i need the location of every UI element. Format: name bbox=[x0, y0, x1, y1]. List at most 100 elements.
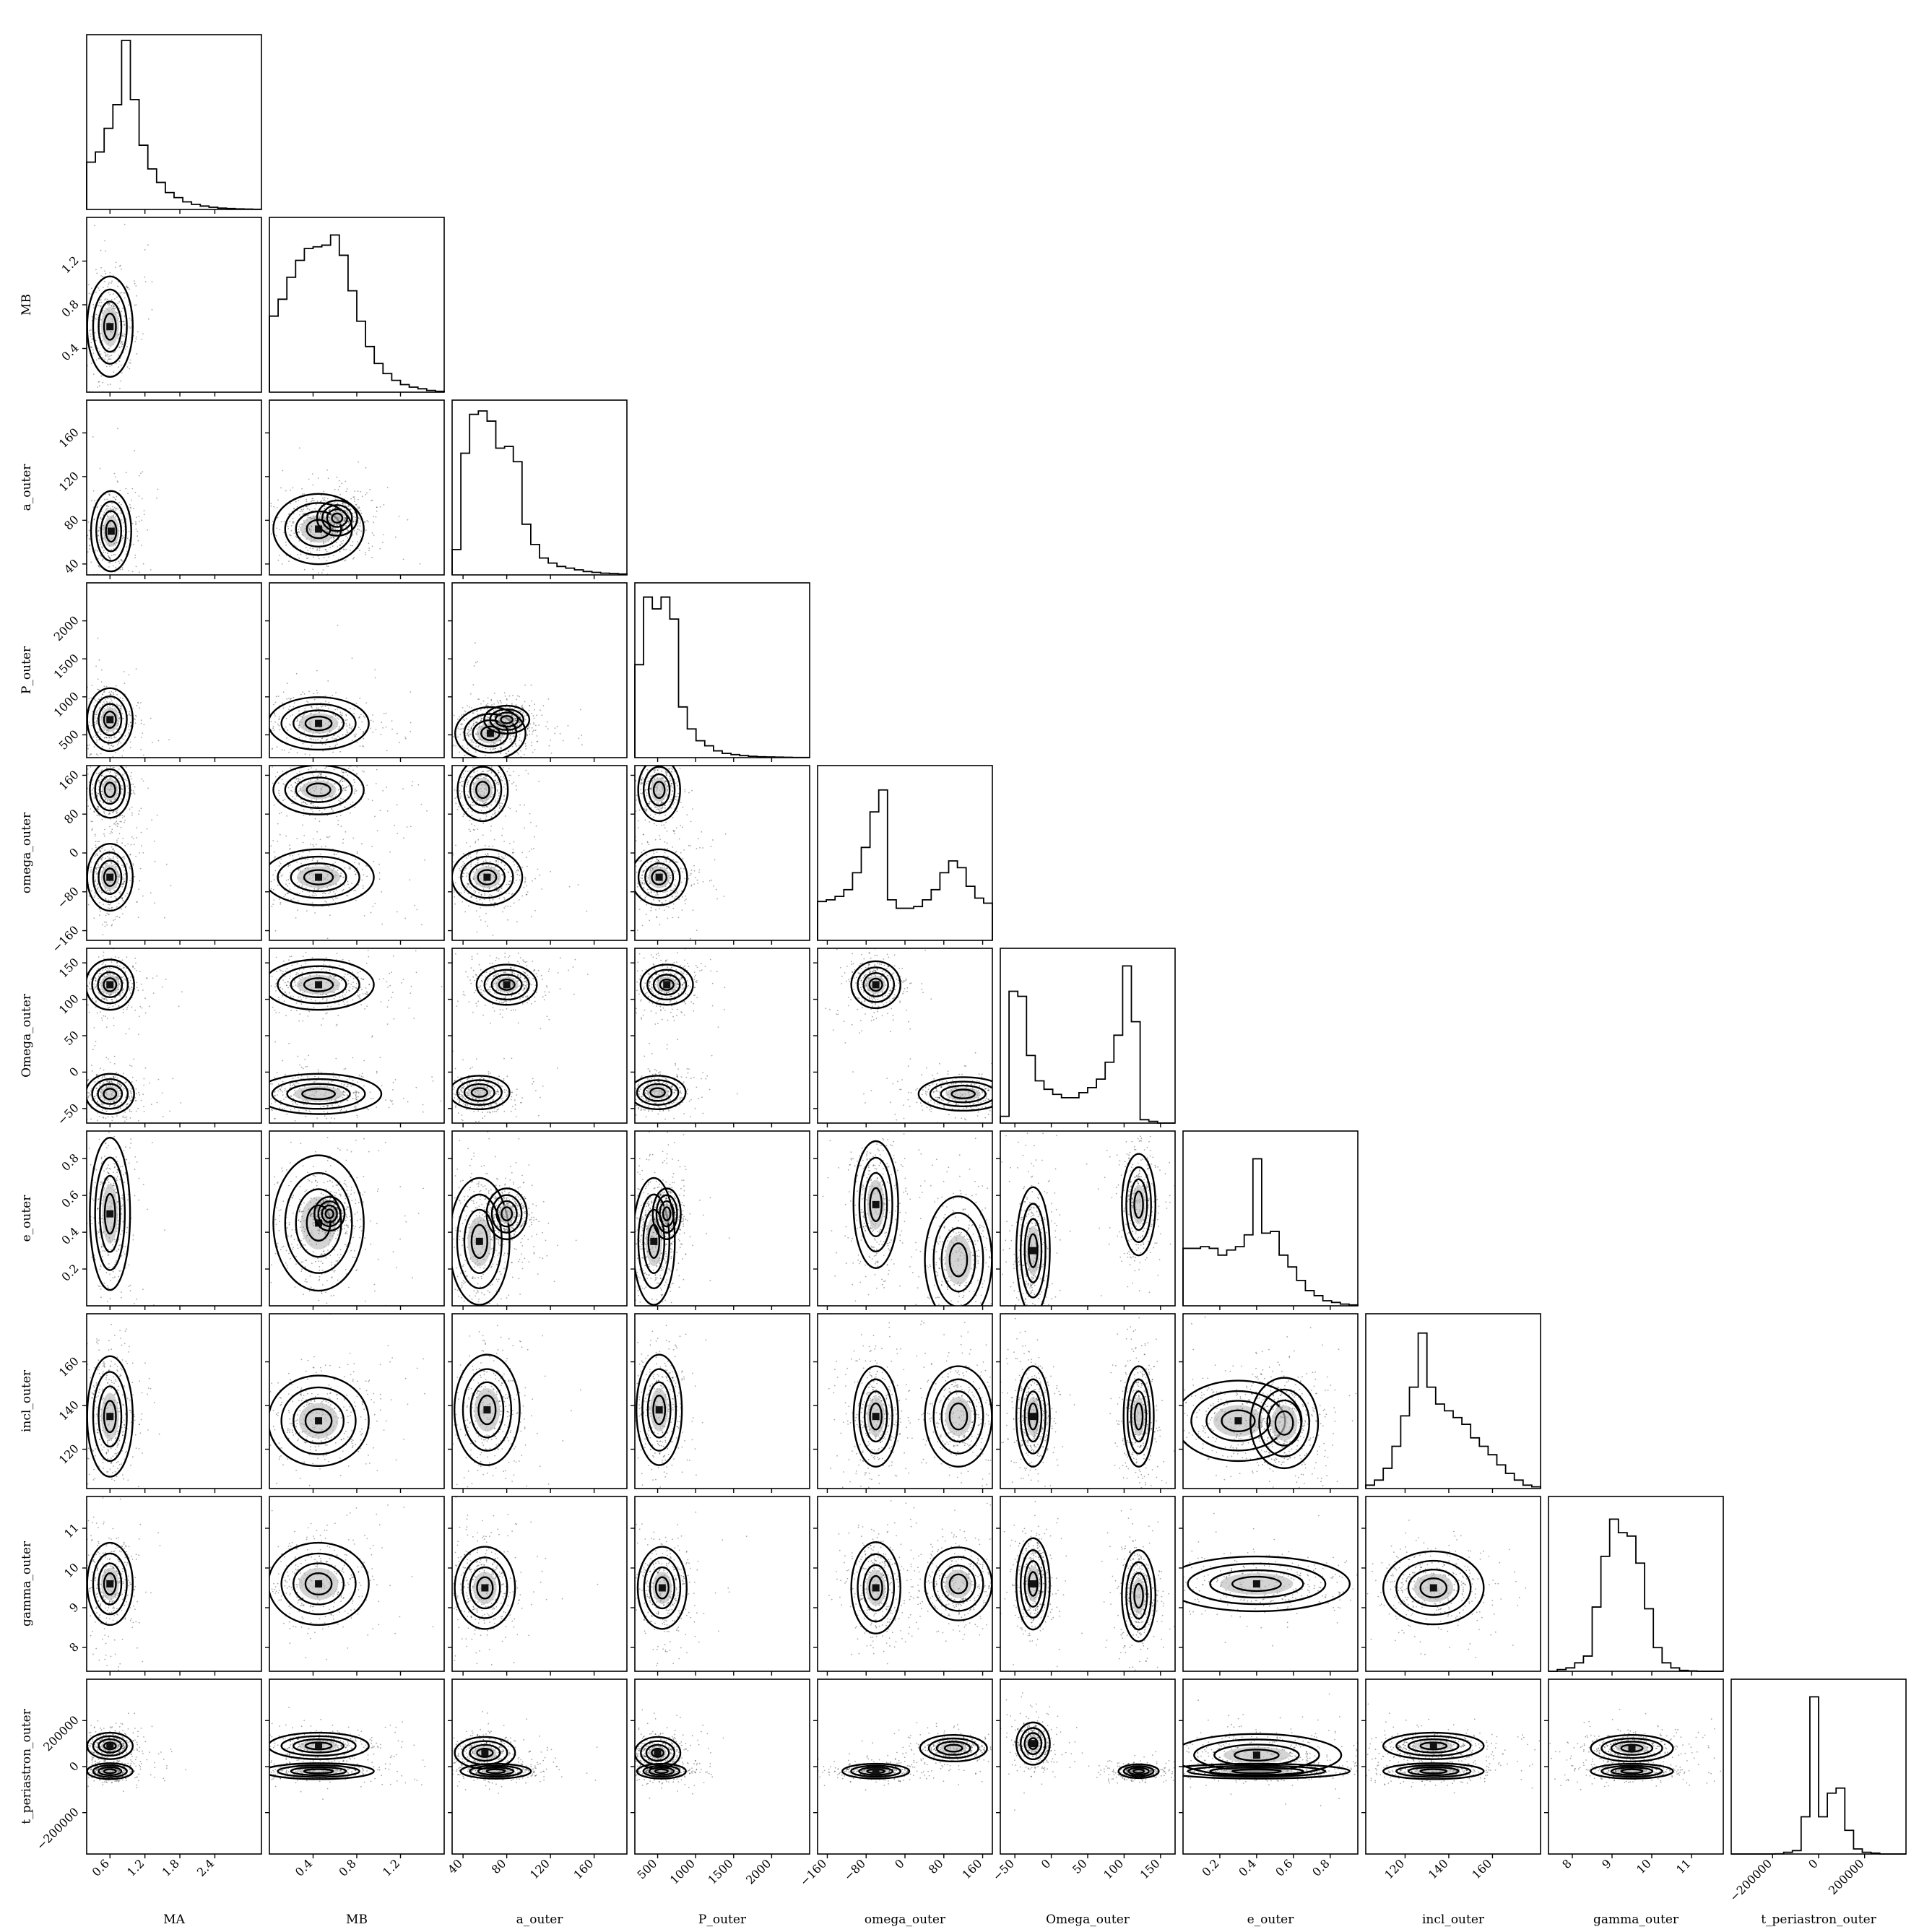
sample-point bbox=[281, 563, 283, 565]
sample-point bbox=[121, 898, 124, 900]
sample-point bbox=[121, 898, 124, 900]
sample-point bbox=[447, 716, 449, 717]
sample-point bbox=[121, 877, 124, 879]
sample-point bbox=[476, 721, 478, 723]
sample-point bbox=[105, 685, 108, 688]
sample-point bbox=[249, 875, 251, 876]
sample-point bbox=[297, 909, 298, 911]
sample-point bbox=[514, 742, 516, 745]
sample-point bbox=[504, 711, 506, 712]
sample-point bbox=[382, 790, 384, 792]
sample-point bbox=[363, 737, 365, 740]
sample-point bbox=[511, 730, 514, 732]
sample-point bbox=[504, 710, 506, 712]
density-contour bbox=[92, 852, 128, 904]
sample-point bbox=[533, 723, 535, 725]
sample-point bbox=[131, 814, 133, 816]
sample-point bbox=[356, 741, 358, 743]
sample-point bbox=[336, 815, 338, 818]
sample-point bbox=[94, 698, 96, 700]
sample-point bbox=[132, 707, 134, 709]
sample-point bbox=[355, 858, 357, 860]
sample-point bbox=[342, 888, 345, 891]
sample-point bbox=[327, 866, 329, 868]
sample-point bbox=[315, 844, 317, 846]
sample-point bbox=[154, 902, 156, 904]
sample-point bbox=[91, 724, 93, 727]
sample-point bbox=[192, 892, 194, 893]
sample-point bbox=[332, 527, 334, 529]
sample-point bbox=[139, 880, 141, 882]
sample-point bbox=[337, 789, 339, 791]
sample-point bbox=[98, 781, 100, 784]
sample-point bbox=[342, 790, 344, 792]
sample-point bbox=[461, 714, 462, 716]
sample-point bbox=[300, 862, 302, 865]
sample-point bbox=[98, 867, 100, 869]
sample-point bbox=[500, 744, 502, 746]
sample-point bbox=[105, 779, 107, 781]
sample-point bbox=[87, 773, 89, 775]
sample-point bbox=[550, 740, 552, 741]
sample-point bbox=[116, 866, 118, 868]
sample-point bbox=[316, 779, 318, 780]
sample-point bbox=[68, 296, 69, 298]
sample-point bbox=[264, 897, 266, 898]
sample-point bbox=[365, 521, 366, 523]
sample-point bbox=[298, 868, 300, 870]
sample-point bbox=[288, 560, 290, 562]
sample-point bbox=[80, 610, 82, 612]
sample-point bbox=[457, 726, 459, 728]
sample-point bbox=[62, 330, 64, 332]
sample-point bbox=[91, 685, 93, 686]
sample-point bbox=[113, 472, 116, 475]
sample-point bbox=[154, 860, 156, 862]
sample-point bbox=[242, 711, 243, 713]
sample-point bbox=[328, 539, 330, 541]
sample-point bbox=[108, 748, 111, 749]
sample-point bbox=[411, 784, 413, 787]
sample-point bbox=[129, 854, 131, 856]
sample-point bbox=[90, 861, 92, 863]
sample-point bbox=[108, 303, 111, 305]
sample-point bbox=[136, 336, 138, 338]
sample-point bbox=[156, 497, 157, 499]
sample-point bbox=[371, 846, 373, 847]
sample-point bbox=[332, 751, 334, 753]
sample-point bbox=[315, 739, 316, 741]
density-contour bbox=[99, 775, 121, 805]
sample-point bbox=[349, 724, 351, 727]
sample-point bbox=[111, 305, 113, 306]
sample-point bbox=[466, 705, 468, 706]
sample-point bbox=[108, 899, 110, 901]
sample-point bbox=[117, 774, 119, 776]
sample-point bbox=[464, 755, 466, 757]
sample-point bbox=[114, 554, 116, 556]
sample-point bbox=[253, 732, 254, 733]
sample-point bbox=[111, 763, 112, 764]
sample-point bbox=[506, 753, 508, 755]
sample-point bbox=[373, 534, 375, 536]
sample-point bbox=[298, 540, 300, 542]
peak-marker bbox=[315, 525, 323, 533]
sample-point bbox=[92, 787, 95, 789]
sample-point bbox=[536, 741, 538, 742]
sample-point bbox=[278, 555, 280, 556]
sample-point bbox=[515, 725, 517, 727]
sample-point bbox=[470, 727, 472, 729]
sample-point bbox=[106, 360, 108, 362]
sample-point bbox=[105, 508, 108, 510]
sample-point bbox=[124, 845, 126, 846]
sample-point bbox=[108, 556, 111, 558]
sample-point bbox=[193, 870, 194, 871]
sample-point bbox=[508, 734, 510, 736]
sample-point bbox=[279, 898, 280, 900]
sample-point bbox=[82, 794, 84, 795]
sample-point bbox=[98, 358, 100, 360]
sample-point bbox=[98, 708, 99, 709]
sample-point bbox=[113, 305, 115, 307]
sample-point bbox=[279, 529, 281, 531]
density-contour bbox=[98, 703, 123, 737]
sample-point bbox=[407, 519, 409, 521]
